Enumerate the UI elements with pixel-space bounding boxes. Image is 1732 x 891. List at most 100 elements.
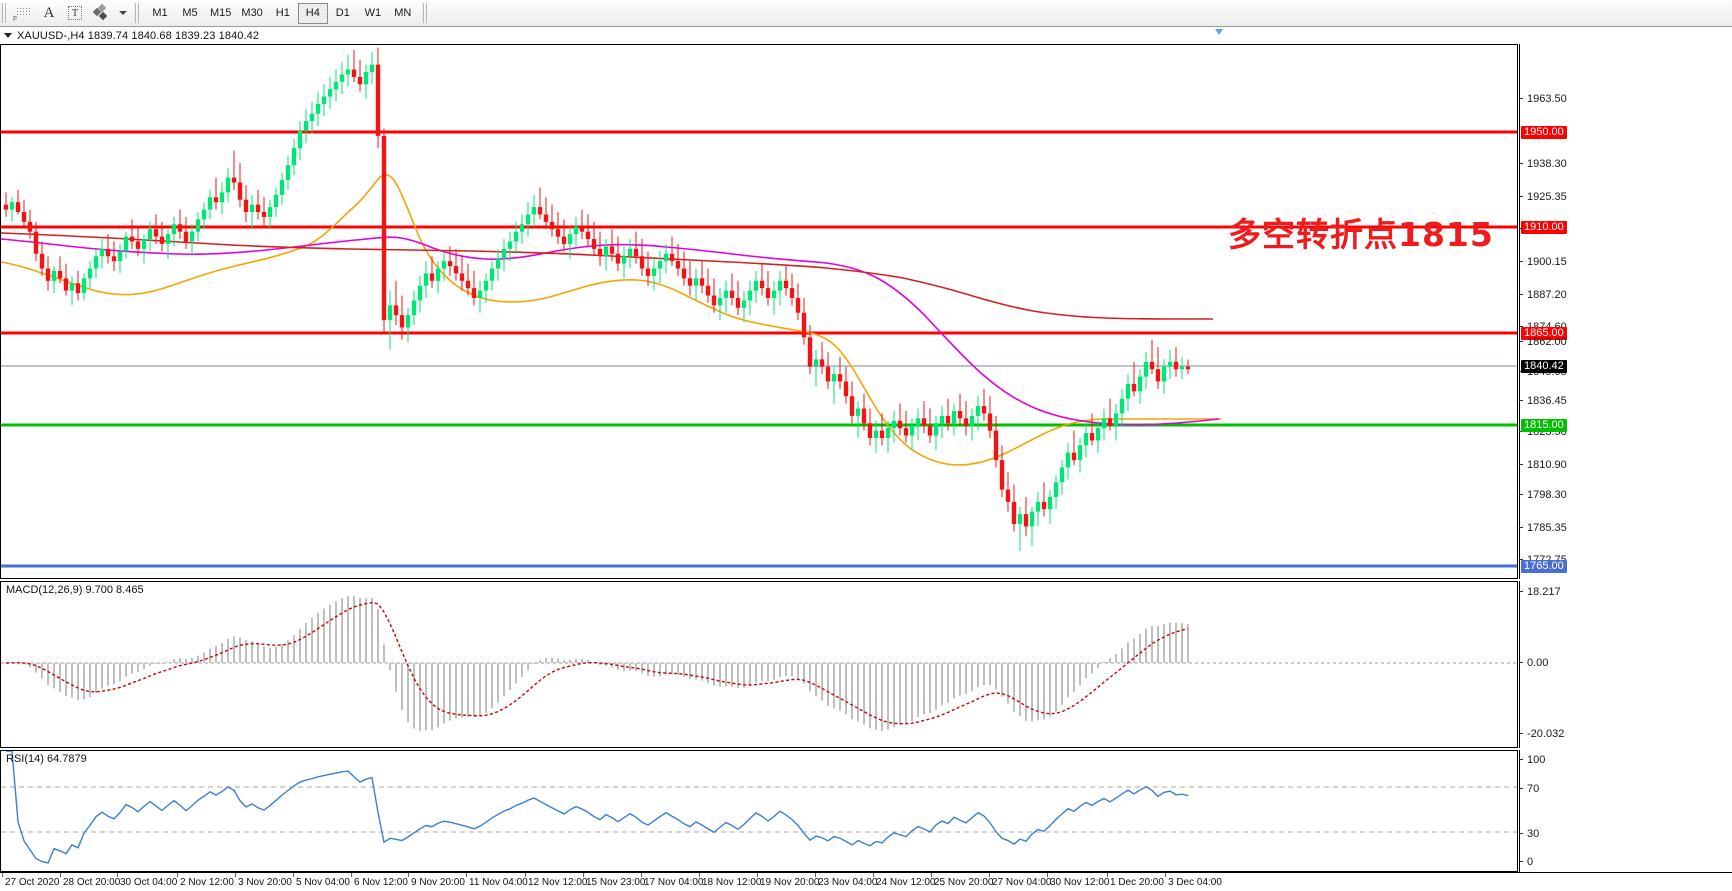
axis-tick: 70 <box>1519 782 1539 795</box>
candle-body <box>99 248 105 257</box>
price-chart-canvas <box>1 47 1517 568</box>
tick-dash <box>1519 196 1523 197</box>
candle-body <box>717 297 723 306</box>
candle-body <box>87 268 93 279</box>
price-axis[interactable]: 1963.501950.001938.301925.351912.751910.… <box>1519 44 1732 601</box>
candle-body <box>993 430 999 461</box>
candle-body <box>987 413 993 431</box>
text-box-icon[interactable]: T <box>62 2 88 25</box>
candle-body <box>309 113 315 122</box>
tick-label: 0 <box>1527 855 1534 868</box>
candle-body <box>939 415 945 424</box>
axis-tick: 0.00 <box>1519 656 1548 669</box>
candle-body <box>591 239 597 249</box>
candle-body <box>81 278 87 294</box>
axis-tick: 1910.00 <box>1519 221 1567 234</box>
timeframe-m30[interactable]: M30 <box>241 7 263 19</box>
macd-label: MACD(12,26,9) 9.700 8.465 <box>6 584 144 596</box>
time-label: 2 Nov 12:00 <box>180 877 234 888</box>
chart-annotation-text[interactable]: 多空转折点1815 <box>1228 215 1494 254</box>
tick-dash <box>1519 494 1523 495</box>
time-tick <box>525 873 526 877</box>
macd-pane[interactable]: MACD(12,26,9) 9.700 8.465 <box>0 581 1518 748</box>
time-label: 15 Nov 23:00 <box>586 877 646 888</box>
candle-body <box>21 212 27 222</box>
toolbar-grip-1[interactable] <box>1 3 8 23</box>
time-axis[interactable]: 27 Oct 2020 28 Oct 20:00 30 Oct 04:00 2 Nov… <box>0 872 1732 891</box>
time-label: 11 Nov 04:00 <box>469 877 528 888</box>
dropdown-caret-icon[interactable] <box>114 2 130 25</box>
candle-body <box>489 268 495 281</box>
candle-body <box>1005 489 1011 502</box>
tick-label: 1862.00 <box>1527 335 1567 348</box>
candle-body <box>639 256 645 269</box>
candle-body <box>537 207 543 215</box>
axis-tick: 18.217 <box>1519 585 1561 598</box>
axis-tick: 1865.00 <box>1519 327 1567 340</box>
candle-body <box>663 253 669 262</box>
candle-body <box>633 248 639 257</box>
candle-body <box>681 268 687 279</box>
timeframe-d1[interactable]: D1 <box>335 7 350 19</box>
objects-icon[interactable] <box>88 2 114 25</box>
chart-menu-triangle-icon[interactable] <box>4 33 12 38</box>
candle-body <box>807 337 813 367</box>
tick-label: 70 <box>1527 782 1540 795</box>
candle-body <box>393 305 399 316</box>
candle-body <box>543 214 549 222</box>
price-level-badge: 1910.00 <box>1521 221 1567 234</box>
chart-scroll-handle[interactable] <box>1215 29 1223 35</box>
axis-tick: 1963.50 <box>1519 92 1567 105</box>
tick-label: 0.00 <box>1527 656 1549 669</box>
candle-body <box>315 103 321 114</box>
rsi-axis[interactable]: 100 70 30 0 <box>1519 750 1732 872</box>
candle-body <box>693 278 699 286</box>
timeframe-m1[interactable]: M1 <box>152 7 168 19</box>
tick-dash <box>1519 527 1523 528</box>
candle-body <box>969 415 975 426</box>
candle-body <box>999 460 1005 490</box>
f-letter-glyph: F <box>13 15 18 23</box>
candle-body <box>609 246 615 254</box>
time-tick <box>1047 873 1048 877</box>
candle-body <box>777 280 783 291</box>
tick-label: 1925.35 <box>1527 190 1567 203</box>
candle-body <box>273 194 279 208</box>
time-label: 24 Nov 12:00 <box>876 877 936 888</box>
candle-body <box>327 89 333 97</box>
macd-axis[interactable]: 18.217 0.00 -20.032 <box>1519 581 1732 748</box>
timeframe-h4[interactable]: H4 <box>297 2 328 24</box>
candle-body <box>615 253 621 264</box>
tick-label: 100 <box>1527 753 1546 766</box>
candle-body <box>15 202 21 213</box>
candle-body <box>621 256 627 264</box>
timeframe-mn[interactable]: MN <box>394 7 412 19</box>
candle-body <box>735 297 741 308</box>
candle-body <box>123 236 129 252</box>
candle-body <box>555 229 561 237</box>
text-label-icon[interactable]: A <box>36 2 62 25</box>
tick-dash <box>1519 464 1523 465</box>
time-tick <box>177 873 178 877</box>
time-label: 6 Nov 12:00 <box>354 877 408 888</box>
timeframe-h1[interactable]: H1 <box>275 7 290 19</box>
axis-tick: 1798.30 <box>1519 488 1567 501</box>
timeframe-m5[interactable]: M5 <box>182 7 198 19</box>
axis-tick: 1840.42 <box>1519 360 1567 373</box>
axis-tick: 1785.35 <box>1519 521 1567 534</box>
candle-body <box>759 280 765 289</box>
price-chart-pane[interactable] <box>0 29 1518 579</box>
time-label: 3 Dec 04:00 <box>1168 877 1222 888</box>
candle-body <box>1131 383 1137 392</box>
tick-dash <box>1519 861 1523 862</box>
timeframe-w1[interactable]: W1 <box>364 7 382 19</box>
timeframe-m15[interactable]: M15 <box>210 7 232 19</box>
rsi-pane[interactable]: RSI(14) 64.7879 <box>0 750 1518 872</box>
candle-body <box>975 406 981 416</box>
axis-tick: 0 <box>1519 855 1533 868</box>
candle-body <box>429 273 435 281</box>
diamonds-shape <box>92 3 110 21</box>
candle-body <box>891 420 897 429</box>
crosshair-f-icon[interactable]: F <box>10 2 36 25</box>
